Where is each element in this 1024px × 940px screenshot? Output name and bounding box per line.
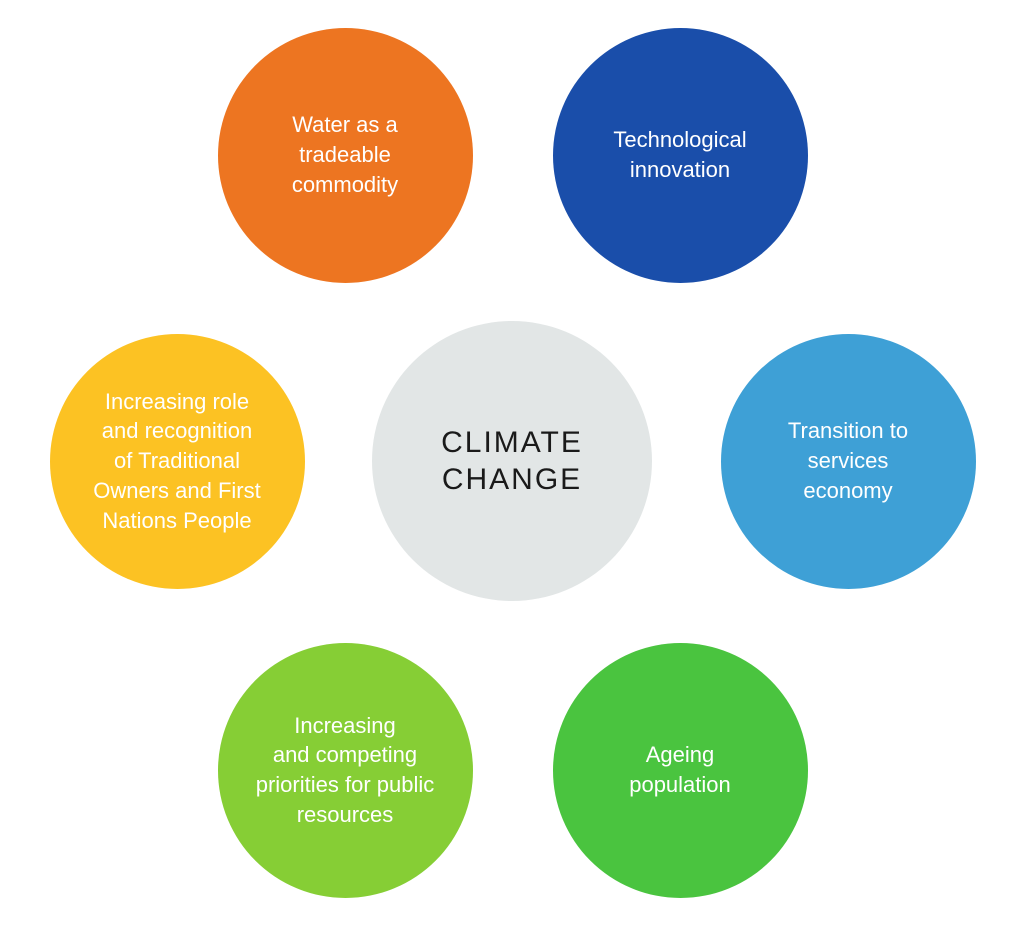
outer-node-label: Water as atradeablecommodity xyxy=(274,110,416,199)
outer-node-tech: Technologicalinnovation xyxy=(553,28,808,283)
outer-node-water: Water as atradeablecommodity xyxy=(218,28,473,283)
center-node: CLIMATECHANGE xyxy=(372,321,652,601)
outer-node-ageing: Ageingpopulation xyxy=(553,643,808,898)
outer-node-label: Increasing roleand recognitionof Traditi… xyxy=(75,387,279,535)
center-node-label: CLIMATECHANGE xyxy=(441,424,583,499)
outer-node-label: Ageingpopulation xyxy=(611,740,749,799)
outer-node-label: Technologicalinnovation xyxy=(595,125,764,184)
outer-node-traditional: Increasing roleand recognitionof Traditi… xyxy=(50,334,305,589)
outer-node-resources: Increasingand competingpriorities for pu… xyxy=(218,643,473,898)
outer-node-label: Increasingand competingpriorities for pu… xyxy=(238,711,453,830)
outer-node-transition: Transition toserviceseconomy xyxy=(721,334,976,589)
outer-node-label: Transition toserviceseconomy xyxy=(770,416,926,505)
climate-change-diagram: CLIMATECHANGE Water as atradeablecommodi… xyxy=(0,0,1024,940)
